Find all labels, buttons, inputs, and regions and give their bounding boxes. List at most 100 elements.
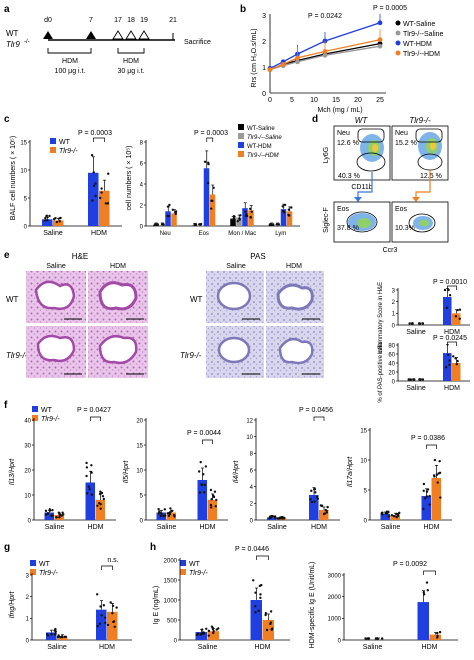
- flow-center-wt-top: [372, 144, 378, 152]
- day-label-4: 19: [140, 17, 148, 24]
- tick-y-c-right-3: 6: [140, 161, 144, 167]
- dot-f-1: [100, 491, 104, 495]
- tick-y-c-right-4: 8: [140, 140, 144, 146]
- dot-g: [106, 623, 110, 627]
- dot-f-1: [99, 507, 102, 510]
- bar-f-4-1-0: [421, 496, 431, 520]
- dot-f-4: [428, 494, 431, 498]
- dot-f-2: [166, 512, 170, 515]
- dot-f-2: [158, 511, 161, 514]
- dot-c-right: [244, 210, 247, 213]
- dot-g: [99, 605, 102, 608]
- dot-f-4: [432, 474, 436, 477]
- legend-h: WT Tlr9-/-: [180, 560, 208, 577]
- bar-h-1-1-1: [262, 620, 274, 640]
- sig-bracket-h-1: [256, 555, 269, 560]
- dot-h-2: [436, 634, 439, 638]
- flow-gate-wt-eos: [346, 211, 378, 233]
- legend-text-h-1: Tlr9-/-: [189, 570, 208, 577]
- tick-y-c-left-2: 10: [20, 168, 27, 174]
- dot-g: [100, 614, 103, 617]
- sig-bracket-c-left: [93, 137, 105, 142]
- dot-c-right: [210, 207, 213, 210]
- dot-c-right: [174, 210, 178, 214]
- tick-y-e-top-1: 1: [392, 312, 396, 318]
- legend-b: WT-Saline Tlr9-/--Saline WT-HDM Tlr9-/--…: [395, 20, 444, 58]
- dot-f-3: [315, 495, 319, 499]
- bar-c-right-0-3: [171, 213, 177, 226]
- bar-g-1-1: [107, 611, 118, 640]
- legend-marker-b-2: [395, 40, 401, 46]
- pvalue-h-1: P = 0.0446: [235, 546, 269, 553]
- dot-h-1: [251, 579, 255, 582]
- axis-label-y-f3: Il4/Hprt: [233, 460, 240, 484]
- dot-c-left: [55, 220, 59, 224]
- panel-label-h: h: [150, 542, 156, 553]
- legend-text-c2-3: Tlr9-/--HDM: [247, 153, 279, 159]
- dot-e-bottom: [456, 359, 459, 363]
- dot-c-right: [233, 217, 236, 220]
- row-label-wt: WT: [6, 29, 19, 38]
- dot-c-right: [233, 215, 236, 219]
- tick-y-h-1-2: 1000: [164, 598, 178, 604]
- axis-label-y-g: Ifng/Hprt: [9, 591, 16, 619]
- dot-e-bottom: [454, 357, 457, 360]
- panel-b: b Rrs (cm H₂O.s/mL) 0 1 2 3 0 5 10 15 20…: [240, 4, 444, 114]
- tick-x-b-3: 15: [332, 97, 340, 104]
- flow-arrowhead-wt: [354, 197, 362, 202]
- sig-bracket-f-1: [90, 416, 101, 421]
- dot-f-4: [381, 511, 384, 514]
- dot-h-1: [201, 628, 204, 631]
- legend-c2: WT-Saline Tlr9-/--Saline WT-HDM Tlr9-/--…: [238, 124, 282, 159]
- dot-f-4: [435, 473, 439, 476]
- dot-e-bottom: [412, 378, 415, 381]
- micrograph-he-wt-hdm: [88, 271, 148, 323]
- dot-c-right: [207, 162, 210, 166]
- dot-g: [57, 634, 60, 638]
- legend-marker-c2-0: [238, 124, 244, 130]
- dot-f-1: [90, 464, 93, 467]
- dot-h-2: [364, 637, 367, 640]
- dot-f-2: [197, 470, 201, 473]
- dot-h-2: [422, 591, 425, 594]
- tick-x-f-2-0: Saline: [157, 524, 177, 531]
- dot-e-top: [447, 288, 450, 292]
- tick-y-f-2-1: 5: [140, 493, 144, 499]
- tick-y-b-1: 1: [262, 65, 266, 72]
- tick-y-f-4-1: 5: [364, 488, 368, 494]
- legend-text-g-1: Tlr9-/-: [39, 570, 58, 577]
- dot-f-2: [169, 510, 172, 514]
- bar-g-0-0: [46, 632, 57, 640]
- tick-x-e-bottom-0: Saline: [406, 385, 426, 392]
- dot-f-4: [438, 471, 442, 475]
- dot-g: [102, 604, 106, 607]
- tick-x-f-1-1: HDM: [88, 524, 104, 531]
- legend-marker-f-0: [32, 406, 38, 412]
- sig-bracket-e-bottom: [447, 341, 457, 346]
- dot-h-1: [264, 613, 267, 617]
- bar-g-1-0: [96, 609, 107, 640]
- dot-c-left: [58, 217, 61, 220]
- dot-h-1: [271, 627, 274, 630]
- dot-f-1: [98, 492, 102, 496]
- day-label-2: 17: [114, 17, 122, 24]
- day-label-3: 18: [127, 17, 135, 24]
- bar-e-top-1-0: [443, 297, 452, 325]
- flow-gate-ko-eos: [408, 213, 436, 233]
- dot-f-2: [204, 465, 208, 468]
- dot-f-1: [58, 513, 61, 516]
- dot-c-left: [104, 202, 108, 205]
- tick-y-e-bottom-3: 60: [388, 352, 395, 358]
- tick-x-b-2: 10: [310, 97, 318, 104]
- dot-c-right: [250, 210, 253, 214]
- dot-g: [60, 635, 64, 638]
- legend-marker-b-1: [395, 30, 401, 36]
- dot-h-2: [381, 637, 384, 640]
- tick-y-f-1-3: 30: [24, 443, 31, 449]
- tick-y-e-top-2: 2: [392, 300, 396, 306]
- axis-label-y-c2: cell numbers ( × 10⁵): [126, 146, 133, 211]
- dot-c-left: [100, 187, 103, 190]
- dot-h-2: [438, 630, 442, 634]
- dot-e-bottom: [418, 378, 422, 381]
- dot-f-3: [310, 500, 314, 504]
